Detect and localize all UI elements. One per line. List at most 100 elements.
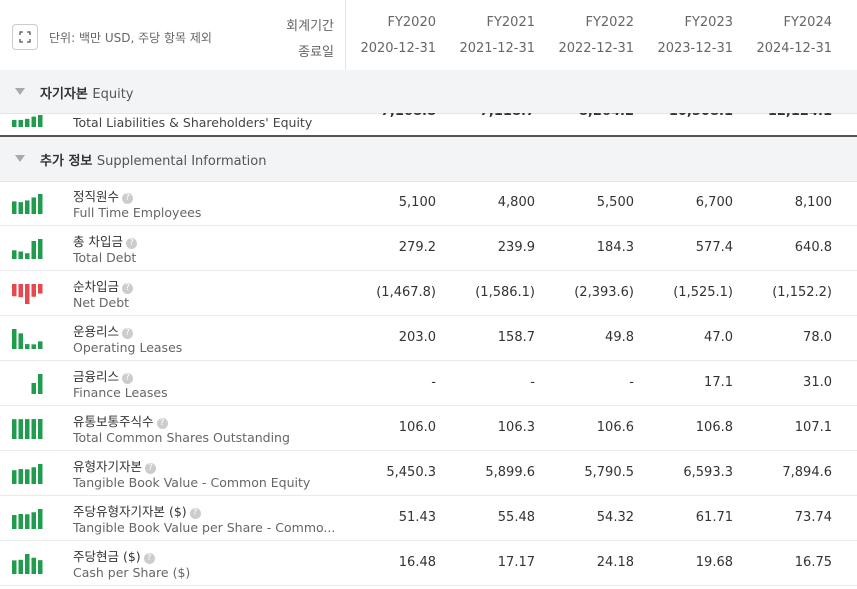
- sparkline: [12, 239, 43, 259]
- spark-bar: [31, 240, 36, 259]
- row-name-ko: 순차입금?: [73, 276, 134, 295]
- section-title-ko: 자기자본: [40, 86, 88, 102]
- section-title-en: Supplemental Information: [96, 154, 267, 169]
- spark-bar: [38, 341, 43, 349]
- row-name-en: Cash per Share ($): [73, 565, 191, 580]
- cell-value: (2,393.6): [574, 285, 634, 300]
- sparkline: [12, 464, 43, 484]
- cell-value: (1,525.1): [673, 285, 733, 300]
- spark-bar: [38, 284, 43, 294]
- cell-value: 279.2: [398, 240, 436, 255]
- info-icon[interactable]: ?: [125, 238, 137, 249]
- row-name-ko: 정직원수?: [73, 186, 134, 205]
- spark-bar: [31, 382, 36, 394]
- sparkline: [12, 194, 43, 214]
- data-row: 정직원수? Full Time Employees 5,100 4,800 5,500 6…: [0, 181, 857, 226]
- data-row: 주당현금 ($)? Cash per Share ($) 16.48 17.17 24.…: [0, 541, 857, 586]
- spark-bar: [31, 197, 36, 214]
- cell-value: 17.1: [704, 375, 733, 390]
- section-title-en: Equity: [92, 86, 134, 102]
- sparkline: [31, 374, 43, 394]
- expand-button[interactable]: [12, 24, 38, 50]
- info-icon[interactable]: ?: [122, 328, 134, 339]
- cell-value: 106.6: [596, 420, 634, 435]
- info-icon[interactable]: ?: [122, 283, 134, 294]
- info-icon[interactable]: ?: [189, 508, 201, 519]
- row-name-en: Full Time Employees: [73, 205, 202, 220]
- cell-value: 5,500: [596, 195, 634, 210]
- spark-bar: [18, 419, 23, 439]
- info-icon[interactable]: ?: [145, 463, 157, 474]
- row-name-en: Total Debt: [73, 250, 137, 265]
- spark-bar: [12, 250, 17, 259]
- end-date: 2021-12-31: [459, 41, 535, 56]
- cell-value: 10,508.1: [643, 113, 733, 119]
- sparkline: [12, 419, 43, 439]
- row-name-ko: 유형자기자본?: [73, 456, 157, 475]
- section-header[interactable]: 추가 정보 Supplemental Information: [0, 137, 857, 182]
- cell-value: 5,450.3: [386, 465, 436, 480]
- spark-bar: [38, 509, 43, 529]
- row-name-en: Tangible Book Value per Share - Commo...: [73, 520, 336, 535]
- spark-bar: [31, 512, 36, 529]
- row-name-ko-text: 주당유형자기자본 ($): [73, 504, 187, 519]
- cell-value: 54.32: [596, 510, 634, 525]
- row-name-en: Tangible Book Value - Common Equity: [73, 475, 311, 490]
- fiscal-year: FY2020: [387, 15, 436, 30]
- spark-bar: [12, 119, 17, 127]
- spark-bar: [12, 515, 17, 529]
- cell-value: 106.8: [695, 420, 733, 435]
- spark-bar: [12, 419, 17, 439]
- spark-bar: [38, 419, 43, 439]
- section-header[interactable]: 자기자본 Equity: [0, 70, 857, 114]
- info-icon[interactable]: ?: [122, 193, 134, 204]
- info-icon[interactable]: ?: [122, 373, 134, 384]
- spark-bar: [25, 118, 30, 127]
- row-name-ko-text: 운용리스: [73, 324, 120, 339]
- spark-bar: [18, 513, 23, 529]
- spark-bar: [31, 419, 36, 439]
- spark-bar: [38, 239, 43, 259]
- cell-value: 107.1: [794, 420, 832, 435]
- data-row: 유형자기자본? Tangible Book Value - Common Equi…: [0, 451, 857, 496]
- data-row: 총 차입금? Total Debt 279.2 239.9 184.3 577.4 640.…: [0, 226, 857, 271]
- row-name-en: Total Liabilities & Shareholders' Equity: [73, 115, 313, 130]
- cell-value: 24.18: [596, 555, 634, 570]
- cell-value: 106.3: [497, 420, 535, 435]
- fiscal-year: FY2021: [486, 15, 535, 30]
- info-icon[interactable]: ?: [143, 553, 155, 564]
- section-title: 추가 정보 Supplemental Information: [40, 150, 266, 169]
- partial-row: Total Liabilities & Shareholders' Equity…: [0, 113, 857, 137]
- spark-bar: [31, 344, 36, 349]
- cell-value: (1,467.8): [376, 285, 436, 300]
- fiscal-year: FY2022: [585, 15, 634, 30]
- spark-bar: [18, 284, 23, 298]
- unit-label: 단위: 백만 USD, 주당 항목 제외: [49, 31, 212, 45]
- sparkline: [12, 509, 43, 529]
- row-name-ko: 유통보통주식수?: [73, 411, 168, 430]
- data-row: 운용리스? Operating Leases 203.0 158.7 49.8 47.0 7…: [0, 316, 857, 361]
- row-name-ko-text: 유통보통주식수: [73, 414, 154, 429]
- row-name-en: Total Common Shares Outstanding: [73, 430, 290, 445]
- spark-bar: [38, 464, 43, 484]
- cell-value: -: [431, 375, 436, 390]
- cell-value: 5,899.6: [485, 465, 535, 480]
- spark-bar: [38, 374, 43, 394]
- spark-bar: [25, 419, 30, 439]
- end-label: 종료일: [298, 45, 334, 60]
- cell-value: 78.0: [803, 330, 832, 345]
- data-row: 유통보통주식수? Total Common Shares Outstanding 1…: [0, 406, 857, 451]
- end-date: 2023-12-31: [657, 41, 733, 56]
- row-name-ko-text: 총 차입금: [73, 234, 123, 249]
- data-row: 주당유형자기자본 ($)? Tangible Book Value per Sha…: [0, 496, 857, 541]
- cell-value: (1,586.1): [475, 285, 535, 300]
- cell-value: 577.4: [695, 240, 733, 255]
- cell-value: 203.0: [398, 330, 436, 345]
- expand-icon: [19, 31, 31, 43]
- cell-value: 49.8: [605, 330, 634, 345]
- cell-value: 5,790.5: [584, 465, 634, 480]
- info-icon[interactable]: ?: [156, 418, 168, 429]
- spark-bar: [38, 560, 43, 574]
- row-name-ko-text: 정직원수: [73, 189, 120, 204]
